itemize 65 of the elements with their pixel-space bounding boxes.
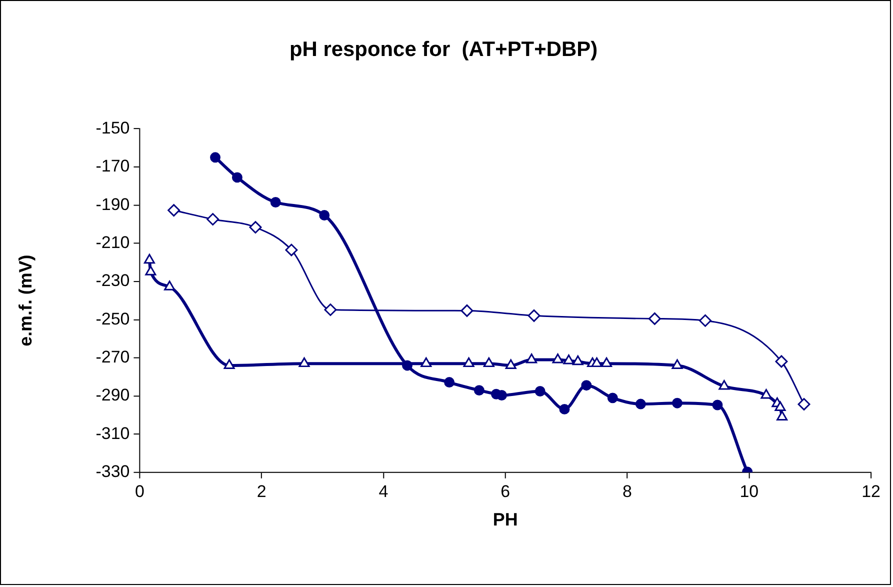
y-tick-label: -230 [96,271,130,290]
point [635,398,646,410]
point [552,354,564,364]
point [648,312,661,325]
point [402,360,412,371]
point [563,354,574,364]
x-tick-label: 8 [622,482,632,502]
point [601,357,612,368]
point [505,359,516,369]
point [463,357,474,368]
x-tick-label: 2 [256,482,266,502]
y-tick-label: -250 [96,309,130,328]
point [526,354,538,364]
point [776,410,788,421]
point [474,385,484,396]
point [224,359,235,369]
y-tick-label: -190 [96,194,130,214]
point [528,309,540,322]
x-tick-label: 0 [134,482,144,502]
point [270,197,281,208]
y-axis-title: e.m.f. (mV) [16,254,36,346]
point [483,357,494,368]
x-tick-label: 4 [378,482,388,502]
point [712,400,723,410]
point [591,357,602,368]
point [232,172,242,183]
point [444,377,455,388]
point [798,398,810,410]
x-tick-label: 10 [740,482,759,502]
point [145,266,156,276]
point [144,254,155,264]
y-tick-label: -310 [96,424,130,443]
y-tick-label: -290 [96,386,130,405]
point [168,204,180,217]
chart-title: pH responce for (AT+PT+DBP) [289,38,598,62]
point [210,152,220,163]
point [285,244,298,256]
point [672,359,683,369]
point [672,398,682,408]
point [249,221,262,234]
point [324,304,337,316]
point [206,213,220,226]
y-tick-label: -170 [96,156,130,176]
x-axis-title: PH [492,509,518,530]
point [572,355,584,366]
y-tick-label: -210 [96,232,130,252]
y-tick-label: -150 [96,118,130,138]
point [559,404,570,414]
point [164,280,176,290]
point [774,401,786,411]
point [319,210,330,220]
point [534,386,546,396]
x-tick-label: 12 [862,482,880,502]
x-tick-label: 6 [500,482,510,502]
point [298,357,310,368]
point [460,304,474,317]
point [760,389,772,399]
point [775,355,788,368]
point [581,380,592,391]
point [718,380,730,390]
y-tick-label: -330 [96,462,130,482]
point [420,357,432,368]
point [607,392,618,404]
y-tick-label: -270 [96,348,130,367]
point [699,314,712,327]
